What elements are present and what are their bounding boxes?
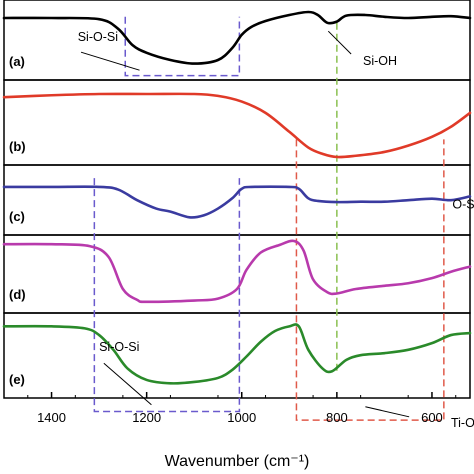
series-line-1 <box>2 10 472 65</box>
x-tick-label: 800 <box>326 410 348 425</box>
marker-bracket <box>124 16 241 77</box>
marker-bracket <box>93 178 241 413</box>
annotation-pointer <box>365 406 410 418</box>
annotation-label: Si-O-Si <box>99 340 139 354</box>
marker-lines-layer <box>93 16 445 421</box>
panel-label: (e) <box>9 372 25 387</box>
annotation-pointer <box>327 30 352 55</box>
series-line-5 <box>2 323 472 385</box>
series-line-4 <box>2 239 472 304</box>
marker-bracket <box>295 139 445 421</box>
x-tick-label: 1400 <box>37 410 66 425</box>
annotation-pointer <box>80 51 140 71</box>
panel-label: (b) <box>9 139 26 154</box>
x-tick-label: 1200 <box>132 410 161 425</box>
panel-label: (c) <box>9 209 25 224</box>
annotation-label: Si-OH <box>363 54 397 68</box>
panel-frame <box>3 79 471 166</box>
annotation-label: Ti-O <box>451 416 474 430</box>
x-axis-label: Wavenumber (cm⁻¹) <box>165 453 310 470</box>
panel-label: (d) <box>9 287 26 302</box>
panel-label: (a) <box>9 54 25 69</box>
annotation-label: Si-O-Si <box>78 30 118 44</box>
panels-layer <box>3 0 471 399</box>
annotation-label: O-S <box>452 198 474 212</box>
panel-frame <box>3 234 471 314</box>
panel-frame <box>3 312 471 399</box>
x-tick-label: 1000 <box>227 410 256 425</box>
series-layer: (a) (b) (c) (d) (e) <box>2 10 472 387</box>
series-line-2 <box>2 92 472 159</box>
annotation-pointer <box>103 362 152 406</box>
series-line-3 <box>2 185 472 219</box>
annotations-layer: Si-O-Si Si-OH O-S Si-O-Si Ti-O <box>78 30 474 430</box>
x-axis: 1400 1200 1000 800 600 <box>27 392 457 425</box>
x-tick-label: 600 <box>421 410 443 425</box>
